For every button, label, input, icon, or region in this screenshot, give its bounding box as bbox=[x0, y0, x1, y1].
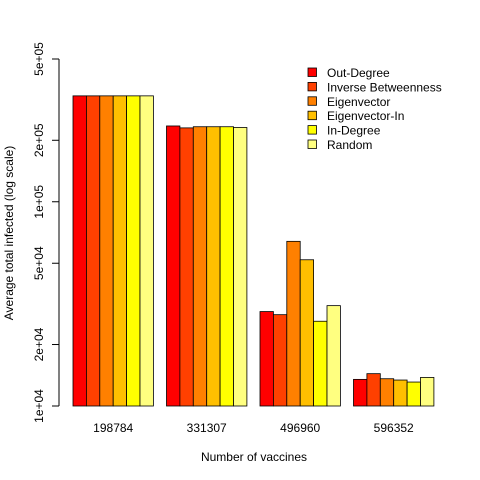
bar-eigenvector-198784 bbox=[99, 95, 114, 407]
y-tick-label: 1e+05 bbox=[32, 185, 46, 219]
bar-random-331307 bbox=[233, 127, 248, 407]
bar-inverse-betweenness-496960 bbox=[272, 314, 288, 407]
y-tick-label: 1e+04 bbox=[32, 389, 46, 423]
legend-swatch bbox=[307, 82, 317, 92]
legend-label: Inverse Betweenness bbox=[327, 80, 442, 94]
x-tick-label: 596352 bbox=[374, 421, 414, 435]
legend-swatch bbox=[307, 125, 317, 135]
bar-inverse-betweenness-596352 bbox=[366, 373, 381, 407]
x-tick-label: 198784 bbox=[93, 421, 133, 435]
legend-swatch bbox=[307, 67, 317, 77]
legend-label: Eigenvector bbox=[327, 95, 390, 109]
legend-label: In-Degree bbox=[327, 124, 381, 138]
y-axis: 1e+04 2e+04 5e+04 1e+05 2e+05 5e+05 bbox=[32, 42, 60, 423]
bar-inverse-betweenness-331307 bbox=[179, 127, 194, 407]
y-tick-label: 5e+05 bbox=[32, 42, 46, 76]
bar-inverse-betweenness-198784 bbox=[86, 95, 101, 407]
y-tick-label: 2e+04 bbox=[32, 327, 46, 361]
bar-eigenvector-in-198784 bbox=[112, 95, 127, 407]
bar-eigenvector-in-596352 bbox=[393, 379, 408, 407]
y-axis-title: Average total infected (log scale) bbox=[2, 146, 16, 321]
x-axis: 198784 331307 496960 596352 bbox=[93, 421, 414, 435]
x-tick-label: 496960 bbox=[280, 421, 320, 435]
legend-swatch bbox=[307, 96, 317, 106]
bar-in-degree-198784 bbox=[126, 95, 141, 407]
bar-eigenvector-496960 bbox=[286, 240, 301, 407]
y-tick-label: 5e+04 bbox=[32, 246, 46, 280]
legend-label: Out-Degree bbox=[327, 66, 390, 80]
bar-random-198784 bbox=[139, 95, 154, 407]
bar-eigenvector-in-496960 bbox=[299, 259, 315, 407]
legend-swatch bbox=[307, 139, 317, 149]
legend-label: Random bbox=[327, 138, 372, 152]
legend-swatch bbox=[307, 110, 317, 121]
legend-label: Eigenvector-In bbox=[327, 109, 404, 123]
bar-in-degree-496960 bbox=[313, 320, 328, 407]
bar-random-596352 bbox=[420, 377, 435, 407]
bar-in-degree-596352 bbox=[406, 381, 421, 407]
bar-out-degree-496960 bbox=[259, 311, 274, 407]
x-tick-label: 331307 bbox=[187, 421, 227, 435]
bar-eigenvector-331307 bbox=[192, 126, 208, 407]
bar-out-degree-596352 bbox=[353, 378, 368, 407]
bar-eigenvector-in-331307 bbox=[206, 126, 221, 407]
bar-out-degree-331307 bbox=[166, 125, 181, 407]
bars-group bbox=[72, 95, 435, 407]
y-tick-label: 2e+05 bbox=[32, 123, 46, 157]
bar-out-degree-198784 bbox=[72, 95, 87, 407]
bar-random-496960 bbox=[326, 305, 341, 407]
bar-in-degree-331307 bbox=[219, 126, 234, 407]
bar-eigenvector-596352 bbox=[379, 378, 395, 407]
x-axis-title: Number of vaccines bbox=[201, 450, 307, 464]
